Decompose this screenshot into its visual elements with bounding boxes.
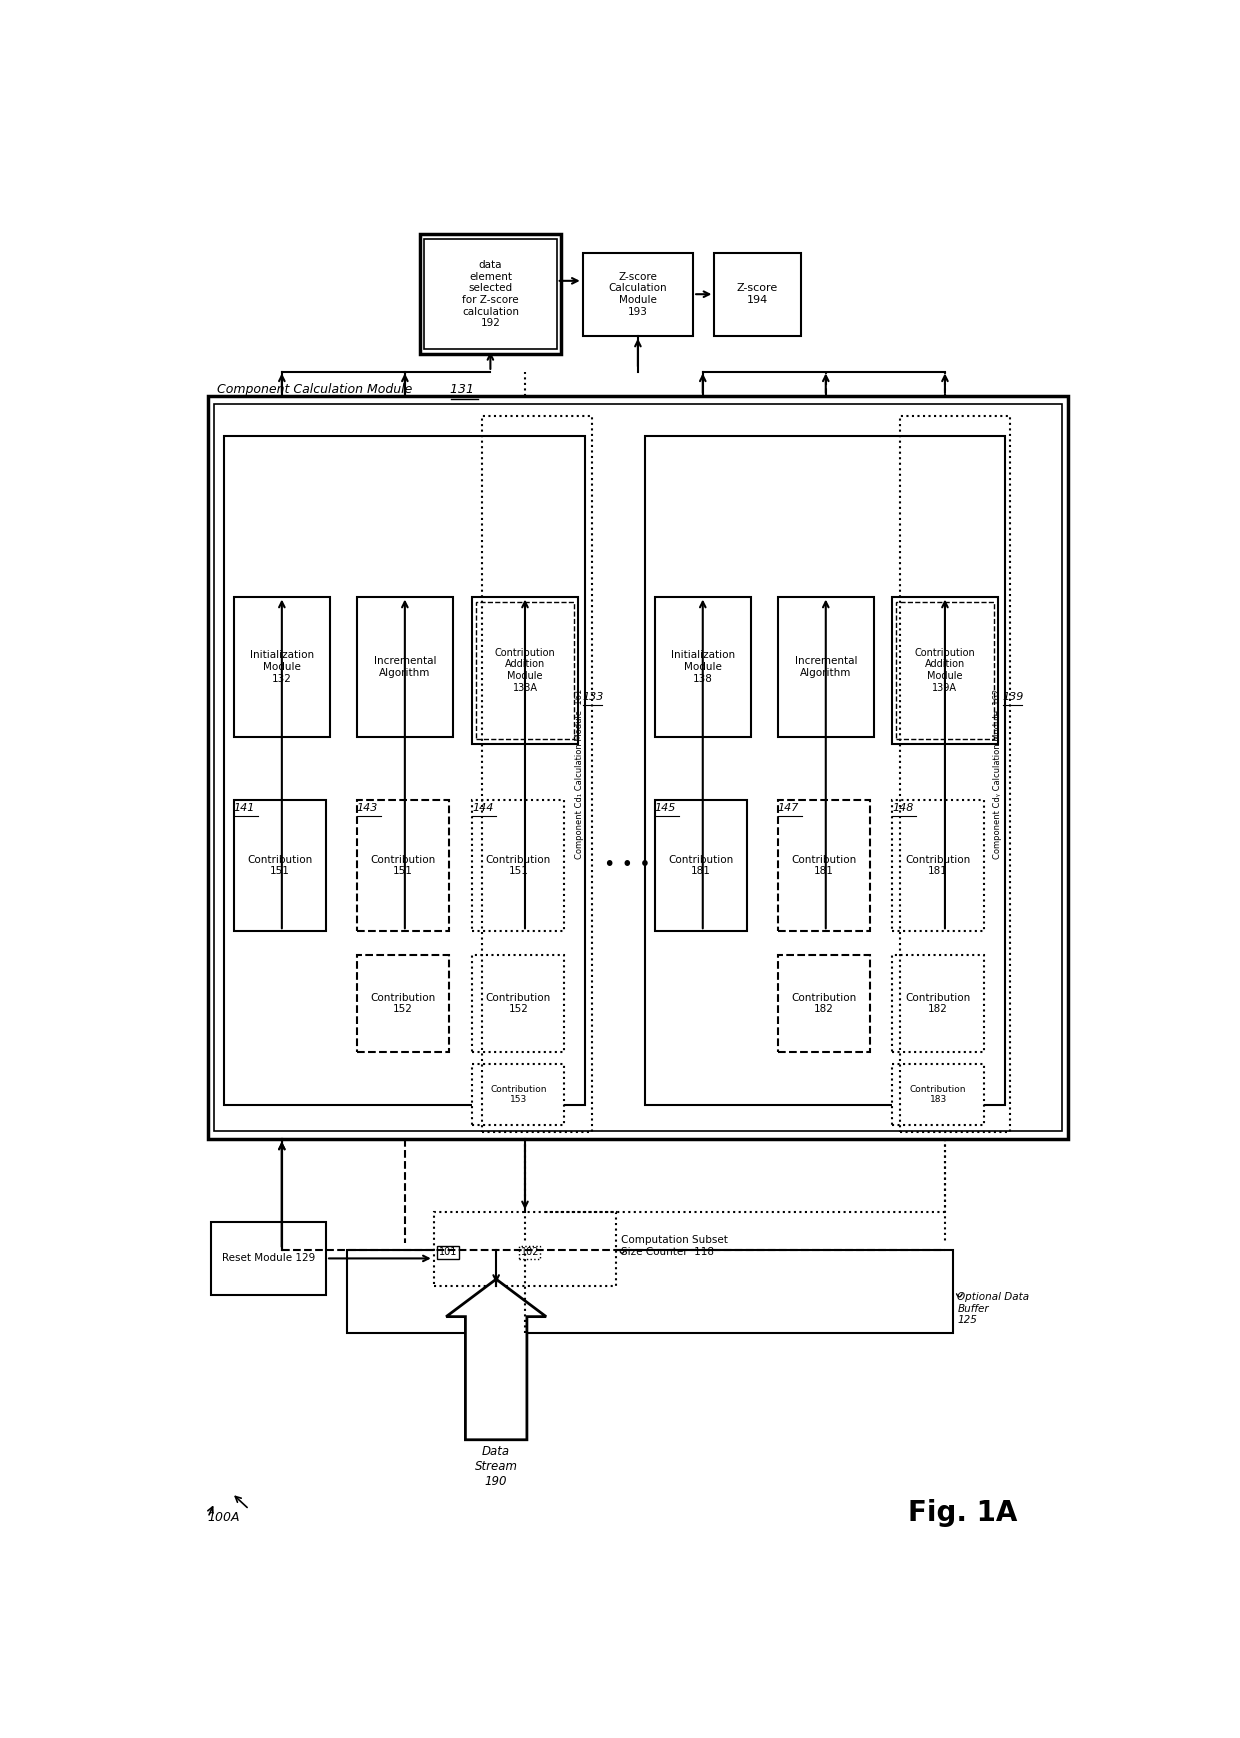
- Text: data
element
selected
for Z-score
calculation
192: data element selected for Z-score calcul…: [461, 261, 518, 328]
- Text: Contribution
151: Contribution 151: [486, 855, 551, 876]
- Text: Data
Stream
190: Data Stream 190: [475, 1444, 517, 1488]
- Text: Component Calculation Module: Component Calculation Module: [217, 382, 413, 396]
- Bar: [472, 956, 564, 1051]
- Bar: [777, 956, 870, 1051]
- Text: Contribution
182: Contribution 182: [905, 992, 971, 1015]
- Text: 141: 141: [234, 803, 255, 813]
- Text: Contribution
181: Contribution 181: [905, 855, 971, 876]
- Text: Fig. 1A: Fig. 1A: [908, 1500, 1017, 1528]
- Text: 131: 131: [446, 382, 474, 396]
- Text: Contribution
181: Contribution 181: [791, 855, 857, 876]
- Bar: [892, 1064, 985, 1124]
- Text: Contribution
152: Contribution 152: [486, 992, 551, 1015]
- Text: 102: 102: [521, 1248, 539, 1257]
- Text: Component Cdᵧ Calculation Module  162: Component Cdᵧ Calculation Module 162: [993, 688, 1002, 859]
- Text: Incremental
Algorithm: Incremental Algorithm: [795, 657, 857, 678]
- Polygon shape: [446, 1279, 546, 1439]
- Text: Component Cd₁ Calculation Module  161: Component Cd₁ Calculation Module 161: [575, 688, 584, 859]
- Text: 101: 101: [439, 1248, 458, 1257]
- Text: Contribution
152: Contribution 152: [371, 992, 435, 1015]
- Bar: [357, 799, 449, 932]
- Text: 133: 133: [583, 692, 604, 702]
- Bar: [777, 596, 874, 737]
- Text: 100A: 100A: [208, 1510, 241, 1524]
- Text: Z-score
194: Z-score 194: [737, 283, 779, 304]
- Text: • • •: • • •: [604, 855, 651, 874]
- Bar: [234, 799, 326, 932]
- Bar: [655, 596, 751, 737]
- Text: 143: 143: [357, 803, 378, 813]
- Text: Contribution
181: Contribution 181: [668, 855, 734, 876]
- Text: Optional Data
Buffer
125: Optional Data Buffer 125: [957, 1291, 1029, 1324]
- Text: Contribution
153: Contribution 153: [490, 1085, 547, 1104]
- Bar: [583, 252, 693, 335]
- Bar: [714, 252, 801, 335]
- Bar: [211, 1222, 326, 1295]
- Bar: [892, 799, 985, 932]
- Bar: [777, 799, 870, 932]
- Text: Reset Module 129: Reset Module 129: [222, 1253, 315, 1264]
- Text: Z-score
Calculation
Module
193: Z-score Calculation Module 193: [609, 271, 667, 316]
- Bar: [213, 403, 1063, 1131]
- Text: Computation Subset
Size Counter  118: Computation Subset Size Counter 118: [621, 1236, 728, 1257]
- Bar: [645, 436, 1006, 1105]
- Bar: [234, 596, 330, 737]
- Text: 148: 148: [892, 803, 914, 813]
- Bar: [424, 240, 557, 349]
- Text: 144: 144: [472, 803, 494, 813]
- Text: Contribution
Addition
Module
133A: Contribution Addition Module 133A: [495, 648, 556, 693]
- Text: 139: 139: [1003, 692, 1024, 702]
- Text: Contribution
Addition
Module
139A: Contribution Addition Module 139A: [915, 648, 976, 693]
- Text: Contribution
151: Contribution 151: [371, 855, 435, 876]
- Bar: [208, 396, 1068, 1138]
- Bar: [892, 596, 998, 744]
- Text: Contribution
151: Contribution 151: [247, 855, 312, 876]
- Bar: [481, 415, 593, 1131]
- Bar: [472, 596, 578, 744]
- Bar: [897, 601, 994, 739]
- Bar: [357, 956, 449, 1051]
- Bar: [655, 799, 746, 932]
- Text: Contribution
183: Contribution 183: [910, 1085, 966, 1104]
- Bar: [900, 415, 1011, 1131]
- Text: 145: 145: [655, 803, 676, 813]
- Text: Initialization
Module
132: Initialization Module 132: [249, 650, 314, 683]
- Text: Initialization
Module
138: Initialization Module 138: [671, 650, 735, 683]
- Text: Contribution
182: Contribution 182: [791, 992, 857, 1015]
- Text: 147: 147: [777, 803, 799, 813]
- Bar: [476, 601, 574, 739]
- Bar: [472, 1064, 564, 1124]
- Bar: [357, 596, 453, 737]
- Bar: [420, 235, 560, 355]
- Bar: [472, 799, 564, 932]
- Bar: [224, 436, 584, 1105]
- Bar: [892, 956, 985, 1051]
- Text: Incremental
Algorithm: Incremental Algorithm: [373, 657, 436, 678]
- Bar: [434, 1213, 616, 1286]
- Bar: [347, 1250, 952, 1333]
